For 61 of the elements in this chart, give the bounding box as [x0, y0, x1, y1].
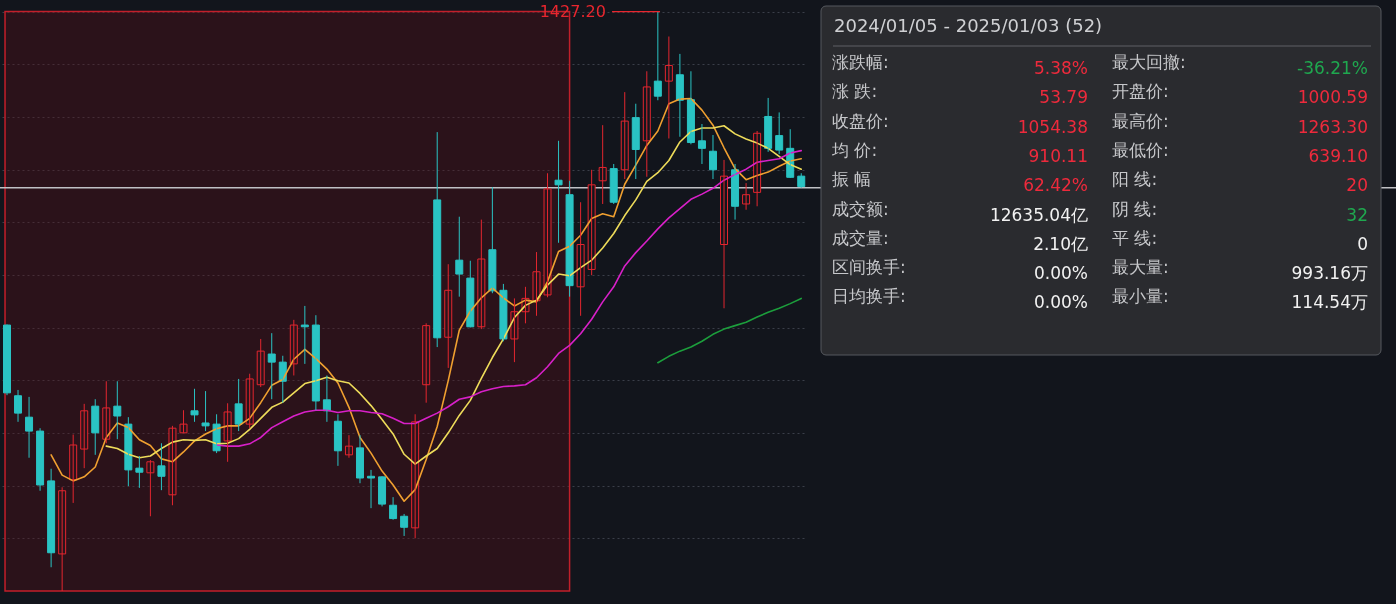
candlestick: [488, 186, 497, 294]
candlestick: [201, 390, 210, 432]
text: 0.00%: [1033, 292, 1088, 313]
text: 0: [1357, 233, 1368, 254]
candlestick: [146, 459, 155, 517]
text: 32: [1346, 204, 1368, 225]
text: 阴 线:: [1112, 198, 1158, 219]
text: 1000.59: [1297, 87, 1368, 108]
text: 1054.38: [1017, 116, 1088, 137]
candlestick: [223, 402, 232, 463]
text: 最小量:: [1112, 286, 1169, 307]
candlestick: [499, 283, 508, 342]
text: 910.11: [1028, 145, 1088, 166]
candlestick: [510, 297, 519, 363]
text: 0.00%: [1033, 263, 1088, 284]
text: 2.10亿: [1033, 233, 1088, 254]
text: 12635.04亿: [989, 204, 1088, 225]
text: 收盘价:: [832, 110, 889, 131]
candlestick: [532, 251, 541, 317]
text: 最大回撤:: [1112, 52, 1186, 72]
text: -36.21%: [1297, 58, 1368, 78]
text: 涨 跌:: [832, 81, 878, 102]
text: 最低价:: [1112, 139, 1169, 160]
text: 成交量:: [832, 227, 889, 248]
text: 993.16万: [1291, 263, 1368, 284]
text: 日均换手:: [832, 286, 906, 307]
text: 53.79: [1039, 87, 1088, 108]
candlestick: [653, 11, 662, 101]
candlestick: [300, 305, 309, 365]
text: 最高价:: [1112, 110, 1169, 131]
candlestick: [168, 425, 177, 506]
text: 639.10: [1308, 145, 1368, 166]
candlestick: [179, 409, 188, 434]
candlestick: [554, 140, 563, 244]
text: 平 线:: [1112, 227, 1158, 248]
text: 5.38%: [1033, 58, 1088, 78]
candlestick: [157, 442, 166, 491]
text: 开盘价:: [1112, 81, 1169, 102]
text: 62.42%: [1023, 175, 1088, 196]
text: 20: [1346, 175, 1368, 196]
text: 均 价:: [831, 139, 878, 160]
candlestick: [267, 332, 276, 400]
candlestick: [587, 169, 596, 276]
candlestick: [565, 180, 574, 298]
candlestick: [113, 380, 122, 440]
text: 涨跌幅:: [832, 52, 889, 72]
text: 2024/01/05 - 2025/01/03 (52): [834, 15, 1103, 36]
text: 114.54万: [1291, 292, 1368, 313]
text: 成交额:: [832, 198, 889, 219]
candlestick: [797, 172, 806, 189]
text: 区间换手:: [832, 257, 906, 278]
text: 振 幅: [832, 169, 872, 190]
text: 最大量:: [1112, 257, 1169, 278]
candlestick: [190, 388, 199, 423]
candlestick: [543, 172, 552, 298]
candlestick: [135, 455, 144, 489]
text: 阳 线:: [1112, 169, 1158, 190]
text: 1263.30: [1297, 116, 1368, 137]
candlestick: [775, 111, 784, 155]
candlestick: [576, 201, 585, 317]
annotation: 1427.20: [539, 1, 606, 21]
